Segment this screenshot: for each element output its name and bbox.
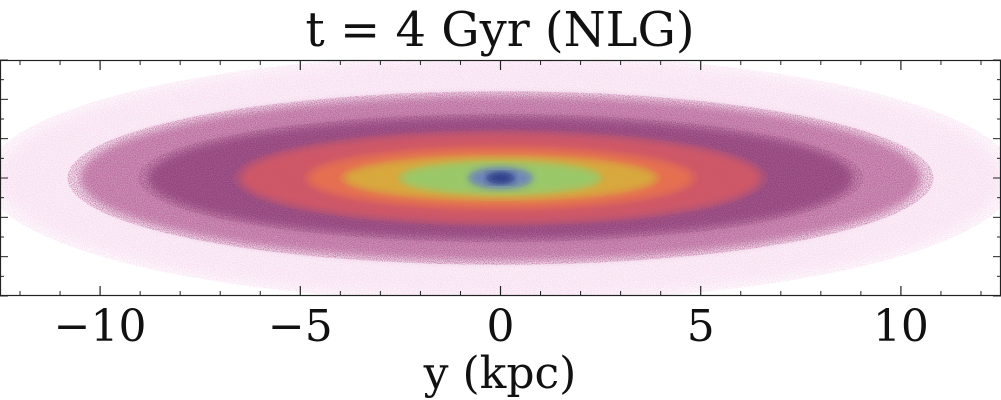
x-tick-label: 5 (687, 301, 715, 352)
x-axis-label: y (kpc) (423, 348, 577, 399)
chart-title: t = 4 Gyr (NLG) (305, 2, 694, 58)
x-axis-ticks: −10 −5 0 5 10 (19, 60, 982, 352)
y-axis-ticks (0, 59, 1001, 297)
x-tick-label: −5 (268, 301, 333, 352)
plot-area (0, 60, 1001, 296)
density-speckle-peak (486, 172, 515, 184)
x-tick-label: −10 (54, 301, 147, 352)
x-tick-label: 0 (487, 301, 515, 352)
density-map (0, 60, 1001, 296)
x-tick-label: 10 (873, 301, 929, 352)
